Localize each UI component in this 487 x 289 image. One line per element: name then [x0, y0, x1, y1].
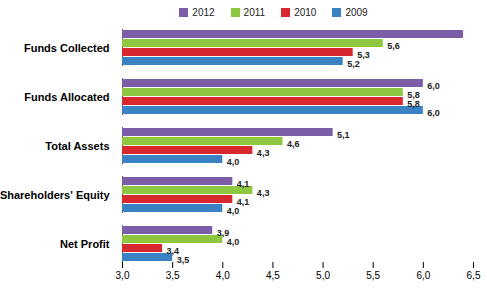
svg-text:5,0: 5,0	[316, 270, 330, 281]
svg-text:6,0: 6,0	[416, 270, 430, 281]
html-text:2009: 2009	[345, 6, 368, 18]
svg-text:4,3: 4,3	[257, 148, 270, 158]
svg-text:Funds Collected: Funds Collected	[24, 42, 110, 54]
svg-text:Shareholders' Equity: Shareholders' Equity	[0, 189, 110, 201]
svg-text:5,8: 5,8	[407, 90, 420, 101]
svg-text:3,0: 3,0	[116, 270, 130, 281]
svg-text:6,0: 6,0	[427, 108, 440, 118]
svg-text:5,6: 5,6	[387, 41, 400, 51]
svg-text:3,5: 3,5	[177, 255, 190, 265]
svg-text:4,0: 4,0	[227, 157, 240, 167]
svg-text:5,8: 5,8	[407, 99, 420, 109]
svg-text:4,0: 4,0	[227, 237, 240, 247]
svg-text:4,0: 4,0	[227, 206, 240, 216]
svg-text:5,1: 5,1	[337, 130, 350, 140]
svg-text:6,5: 6,5	[467, 270, 481, 281]
svg-text:4,1: 4,1	[236, 197, 250, 208]
svg-text:5,3: 5,3	[357, 50, 370, 61]
svg-text:3,9: 3,9	[216, 228, 230, 239]
svg-text:Funds Allocated: Funds Allocated	[24, 91, 109, 103]
svg-text:Total Assets: Total Assets	[45, 140, 109, 152]
svg-text:4,1: 4,1	[237, 179, 250, 189]
svg-text:3,5: 3,5	[166, 270, 180, 281]
svg-text:4,5: 4,5	[266, 270, 280, 281]
html-text:2012: 2012	[192, 6, 215, 18]
svg-text:3,4: 3,4	[166, 246, 180, 257]
html-text:2010: 2010	[294, 6, 317, 18]
html-text:2011: 2011	[243, 6, 266, 18]
svg-text:4,6: 4,6	[287, 139, 300, 149]
svg-text:Net Profit: Net Profit	[60, 238, 110, 250]
svg-text:4,3: 4,3	[257, 188, 270, 198]
svg-text:4,0: 4,0	[216, 270, 230, 281]
svg-text:5,2: 5,2	[347, 59, 360, 69]
svg-text:5,5: 5,5	[366, 270, 380, 281]
svg-text:6,0: 6,0	[427, 81, 440, 91]
